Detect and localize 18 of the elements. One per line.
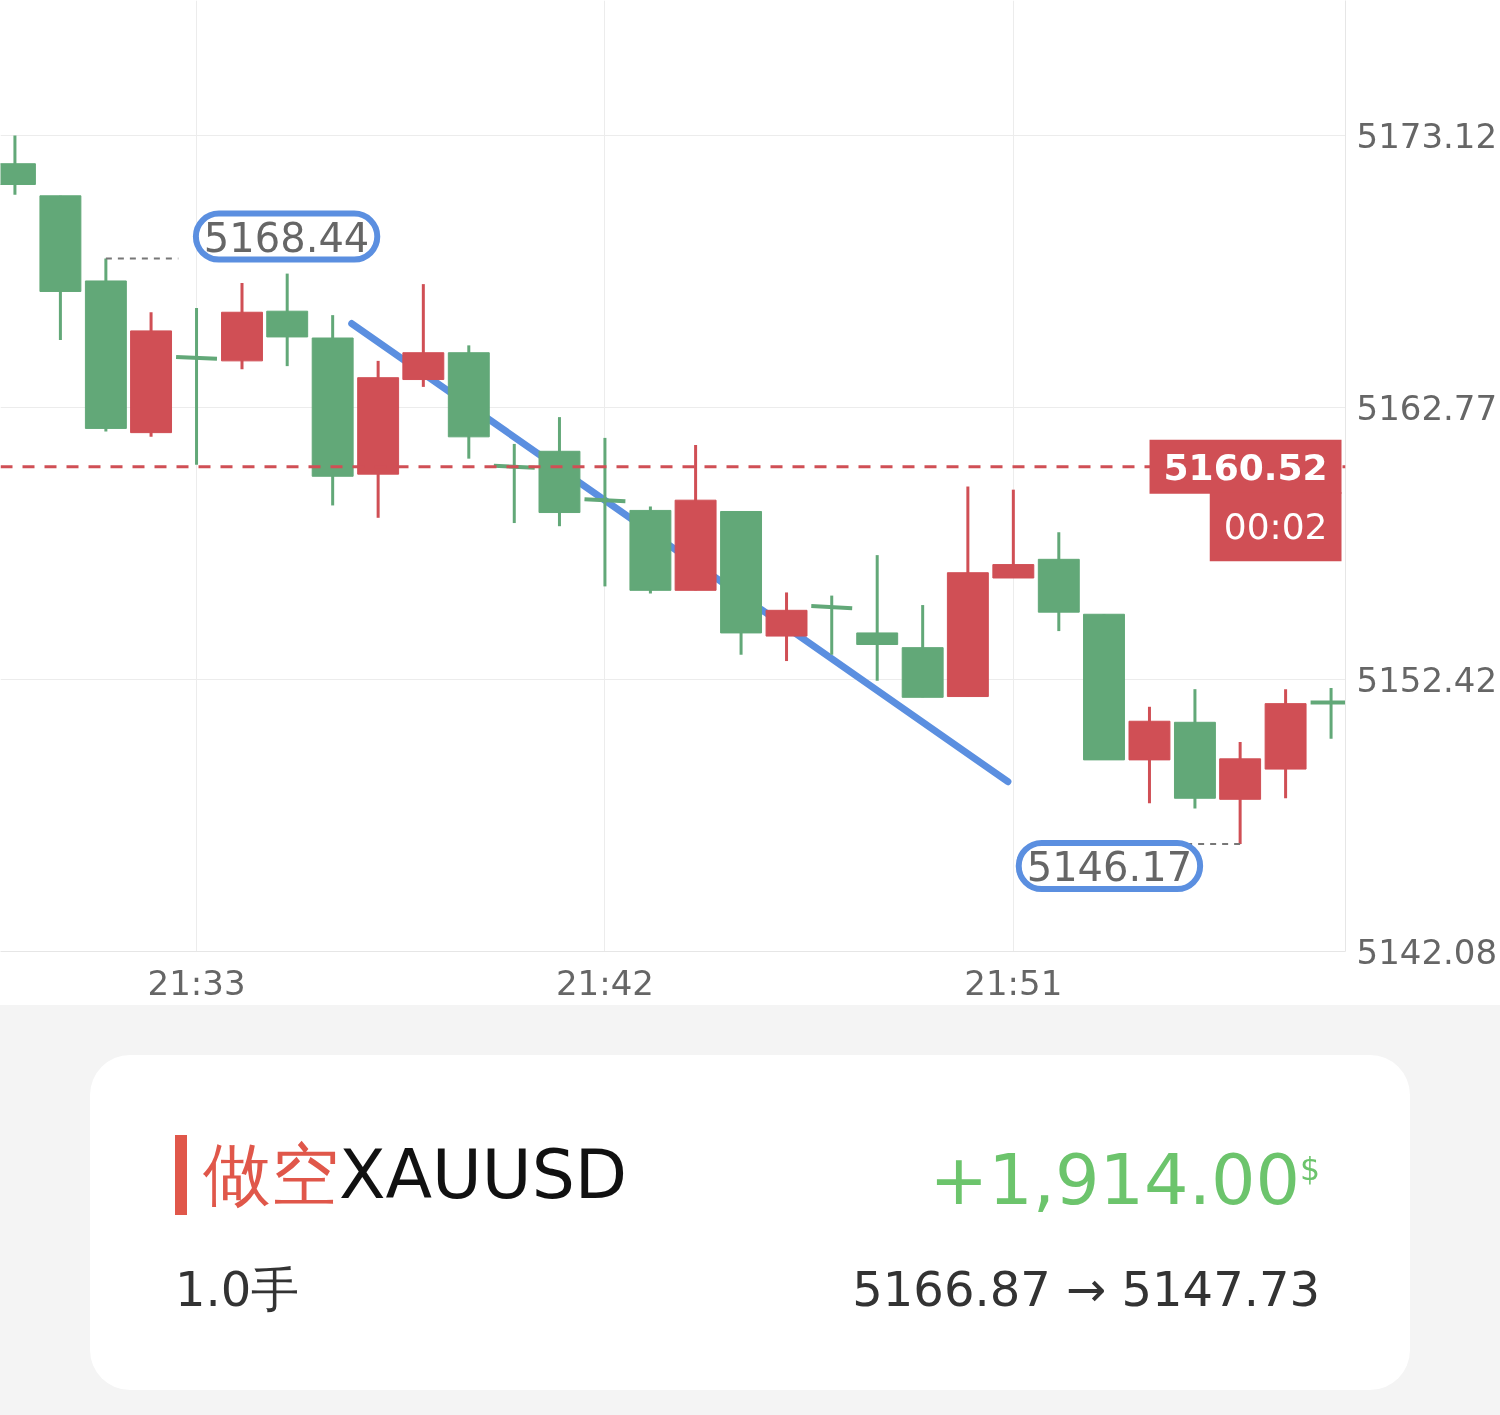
text: 做空 — [203, 1135, 339, 1214]
x-tick-label: 21:33 — [147, 962, 246, 1003]
x-tick-label: 21:42 — [555, 962, 654, 1003]
text: 1.0手 — [175, 1261, 300, 1317]
y-tick-label: 5152.42 — [1356, 660, 1498, 701]
annotation: 5168.44 — [203, 214, 370, 261]
ref-line-label: 5160.52 — [1163, 446, 1328, 488]
y-tick-label: 5173.12 — [1356, 116, 1498, 157]
annotation: 00:02 — [1223, 506, 1328, 548]
y-tick-label: 5142.08 — [1356, 932, 1498, 972]
y-tick-label: 5162.77 — [1356, 388, 1498, 429]
text: XAUUSD — [339, 1135, 628, 1214]
annotation: 5146.17 — [1026, 843, 1193, 890]
candlestick — [856, 555, 899, 681]
text: 5166.87 → 5147.73 — [852, 1261, 1320, 1317]
candlestick — [174, 308, 219, 465]
text: +1,914.00$^{$}$ — [929, 1139, 1320, 1221]
x-tick-label: 21:51 — [964, 962, 1063, 1003]
